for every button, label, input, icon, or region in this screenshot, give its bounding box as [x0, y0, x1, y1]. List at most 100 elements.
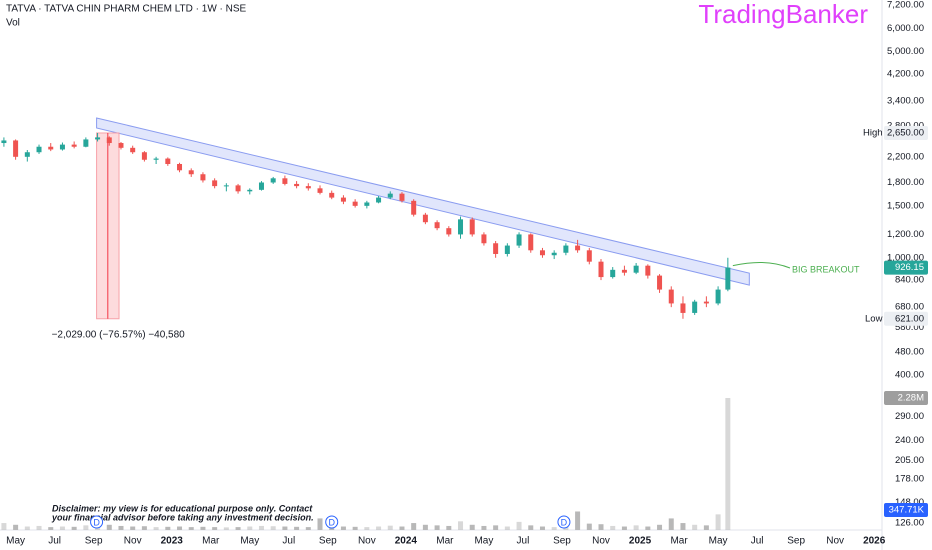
volume-bar — [13, 524, 19, 530]
candle-body — [621, 269, 627, 273]
candle-body — [399, 193, 405, 201]
candle-body — [481, 234, 487, 244]
volume-bar — [493, 525, 499, 530]
volume-bar — [24, 526, 30, 530]
volume-bar — [340, 526, 346, 530]
y-tick-label: 7,200.00 — [887, 0, 924, 11]
x-tick-label: Mar — [436, 536, 454, 547]
volume-bar — [294, 526, 300, 530]
x-tick-label: May — [474, 536, 493, 547]
candle-body — [235, 185, 241, 192]
candle-body — [106, 137, 112, 144]
high-tag-box — [884, 125, 928, 140]
candle-body — [153, 158, 159, 160]
candle-body — [575, 245, 581, 251]
candle-body — [422, 214, 428, 223]
volume-bar — [539, 526, 545, 530]
chart-title: TATVA · TATVA CHIN PHARM CHEM LTD · 1W ·… — [6, 4, 247, 15]
volume-bar — [703, 525, 709, 530]
volume-tag-box — [884, 391, 928, 405]
volume-bar — [223, 527, 229, 530]
candle-body — [725, 267, 731, 290]
y-tick-label: 126.00 — [895, 518, 924, 529]
candle-body — [657, 275, 663, 290]
volume-bar — [364, 527, 370, 530]
candle-body — [610, 269, 616, 278]
volume-bar — [715, 514, 721, 530]
candle-body — [352, 201, 358, 206]
volume-bar — [305, 527, 311, 530]
low-tag-name: Low — [865, 313, 883, 324]
annotation-arrow — [732, 261, 791, 269]
volume-bar — [376, 526, 382, 530]
y-tick-label: 1,200.00 — [887, 229, 924, 240]
volume-bar — [481, 525, 487, 530]
candle-body — [118, 143, 124, 148]
y-tick-label: 840.00 — [895, 275, 924, 286]
y-tick-label: 205.00 — [895, 455, 924, 466]
volume-bar — [153, 527, 159, 530]
y-tick-label: 6,000.00 — [887, 23, 924, 34]
candle-body — [598, 261, 604, 278]
last-price-tag: 926.15 — [895, 262, 924, 273]
volume-bar — [387, 525, 393, 530]
candle-body — [282, 178, 288, 184]
high-tag: 2,650.00 — [887, 127, 924, 138]
candle-body — [692, 301, 698, 313]
candle-body — [247, 189, 253, 192]
volume-bar — [282, 526, 288, 530]
x-tick-label: Sep — [319, 536, 337, 547]
x-tick-label: Sep — [787, 536, 805, 547]
volume-ma-tag-box — [884, 503, 928, 517]
dividend-marker — [557, 515, 571, 529]
x-tick-label: Nov — [592, 536, 610, 547]
candle-body — [188, 170, 194, 175]
volume-bar — [352, 526, 358, 530]
volume-bar — [633, 525, 639, 530]
candle-body — [305, 186, 311, 189]
volume-bar — [399, 526, 405, 530]
candle-body — [411, 200, 417, 215]
volume-bar — [610, 525, 616, 530]
y-tick-label: 2,200.00 — [887, 151, 924, 162]
candle-body — [340, 197, 346, 202]
volume-bar — [680, 523, 686, 530]
x-tick-label: Sep — [85, 536, 103, 547]
volume-bar — [130, 526, 136, 530]
volume-title: Vol — [6, 18, 20, 29]
candle-body — [95, 137, 101, 140]
candle-body — [446, 228, 452, 235]
volume-bar — [657, 524, 663, 530]
candle-body — [24, 152, 30, 157]
volume-bar — [575, 511, 581, 530]
candle-body — [130, 147, 136, 153]
x-tick-label: Nov — [826, 536, 844, 547]
x-tick-label: May — [6, 536, 25, 547]
low-tag: 621.00 — [895, 313, 924, 324]
volume-bar — [141, 526, 147, 530]
x-tick-label: May — [709, 536, 728, 547]
dividend-label: D — [328, 517, 335, 527]
candle-body — [680, 303, 686, 313]
candle-body — [528, 234, 534, 251]
volume-bar — [645, 526, 651, 530]
candle-body — [645, 265, 651, 276]
y-tick-label: 240.00 — [895, 435, 924, 446]
volume-bar — [586, 523, 592, 530]
candle-body — [294, 183, 300, 187]
volume-bar — [270, 526, 276, 530]
candle-body — [586, 250, 592, 262]
volume-bar — [106, 524, 112, 530]
x-tick-label: 2023 — [161, 536, 184, 547]
y-tick-label: 3,400.00 — [887, 96, 924, 107]
disclaimer: your financial advisor before taking any… — [51, 512, 314, 522]
volume-bar — [59, 526, 65, 530]
volume-bar — [188, 527, 194, 530]
volume-bar — [1, 523, 7, 530]
volume-bar — [317, 518, 323, 530]
candle-body — [177, 163, 183, 171]
candle-body — [469, 219, 475, 235]
x-tick-label: Sep — [553, 536, 571, 547]
